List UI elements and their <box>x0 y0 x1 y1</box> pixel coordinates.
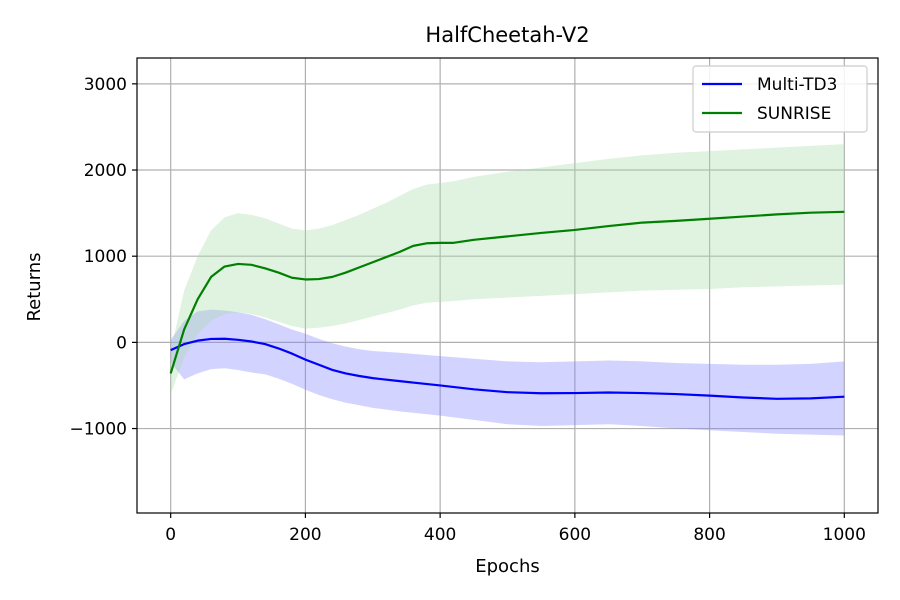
x-tick-label: 600 <box>559 525 591 545</box>
y-axis-label: Returns <box>24 252 45 321</box>
variance-bands <box>170 144 845 436</box>
y-tick-label: 0 <box>116 333 127 353</box>
grid-lines <box>137 58 878 513</box>
sunrise-band <box>170 144 845 395</box>
y-tick-label: −1000 <box>69 420 127 440</box>
x-tick-label: 0 <box>165 525 176 545</box>
multi-td3-line <box>170 337 845 400</box>
x-tick-label: 200 <box>289 525 321 545</box>
y-axis-ticks: −1000 0 1000 2000 3000 <box>69 75 137 440</box>
x-axis-label: Epochs <box>475 556 540 577</box>
x-axis-ticks: 0 200 400 600 800 1000 <box>165 513 866 545</box>
sunrise-line <box>169 210 845 374</box>
multi-td3-band <box>170 309 845 436</box>
plot-frame <box>136 57 879 514</box>
series-lines <box>169 210 845 400</box>
legend-label-sunrise: SUNRISE <box>757 104 831 124</box>
legend: Multi-TD3 SUNRISE <box>692 65 868 133</box>
y-tick-label: 1000 <box>84 247 127 267</box>
y-tick-label: 3000 <box>84 75 127 95</box>
x-tick-label: 800 <box>693 525 725 545</box>
y-tick-label: 2000 <box>84 161 127 181</box>
x-tick-label: 1000 <box>823 525 866 545</box>
legend-box <box>692 65 868 133</box>
chart-title: HalfCheetah-V2 <box>425 23 589 47</box>
legend-label-multi-td3: Multi-TD3 <box>757 75 837 95</box>
x-tick-label: 400 <box>424 525 456 545</box>
